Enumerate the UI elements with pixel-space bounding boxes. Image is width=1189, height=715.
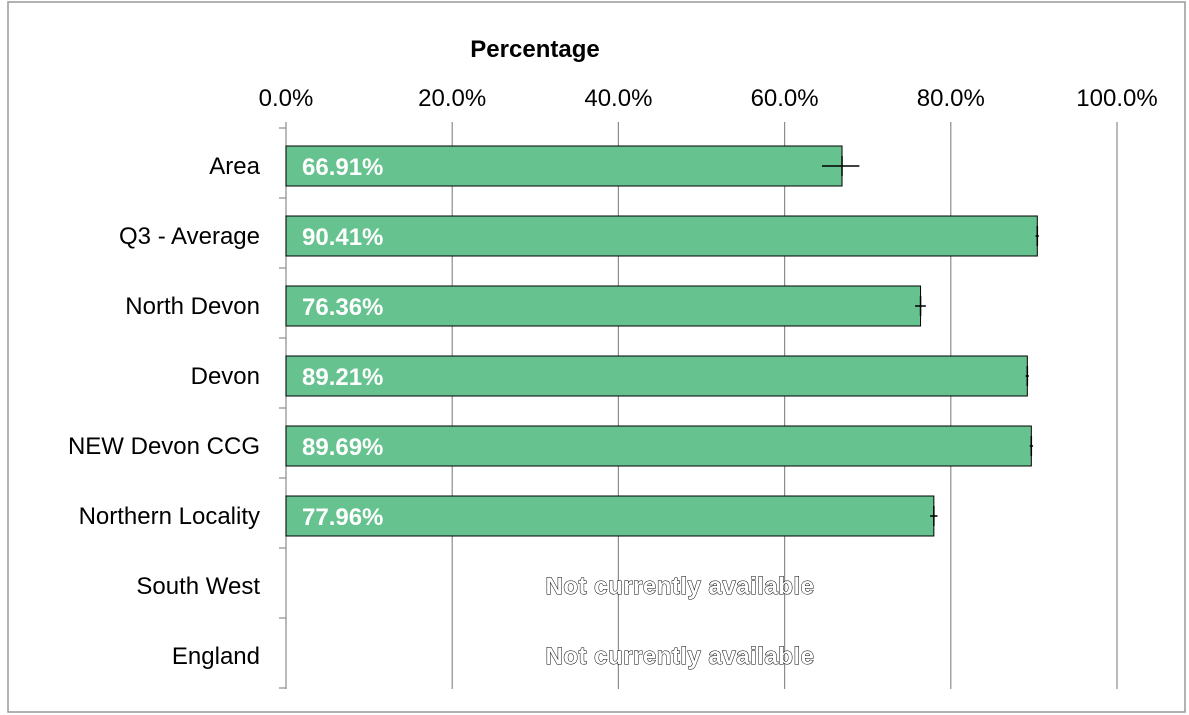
data-label: 77.96% <box>302 504 383 531</box>
bar <box>285 215 1038 257</box>
x-tick-label: 20.0% <box>418 85 486 112</box>
category-label: NEW Devon CCG <box>68 433 260 460</box>
bars: 66.91% 90.41% 76.36% 89.21% 89.69% 77.96% Not … <box>285 145 1039 671</box>
category-label: Q3 - Average <box>119 223 260 250</box>
data-label: 76.36% <box>302 294 383 321</box>
x-tick-label: 0.0% <box>259 85 314 112</box>
not-available-label: Not currently available <box>546 573 815 600</box>
category-label: North Devon <box>125 293 260 320</box>
category-label: Area <box>209 153 260 180</box>
x-axis-ticks: 0.0% 20.0% 40.0% 60.0% 80.0% 100.0% <box>259 85 1158 128</box>
bar <box>285 355 1028 397</box>
data-label: 89.21% <box>302 364 383 391</box>
category-label: South West <box>136 573 260 600</box>
category-label: Northern Locality <box>79 503 260 530</box>
x-tick-label: 80.0% <box>917 85 985 112</box>
data-label: 90.41% <box>302 224 383 251</box>
category-labels: Area Q3 - Average North Devon Devon NEW Devo… <box>68 153 261 670</box>
data-label: 89.69% <box>302 434 383 461</box>
x-tick-label: 60.0% <box>751 85 819 112</box>
category-label: Devon <box>191 363 260 390</box>
x-axis-title: Percentage <box>470 36 599 63</box>
bar <box>285 285 922 327</box>
category-label: England <box>172 643 260 670</box>
not-available-label: Not currently available <box>546 643 815 670</box>
data-label: 66.91% <box>302 154 383 181</box>
x-tick-label: 100.0% <box>1076 85 1157 112</box>
x-tick-label: 40.0% <box>584 85 652 112</box>
bar <box>285 425 1032 467</box>
